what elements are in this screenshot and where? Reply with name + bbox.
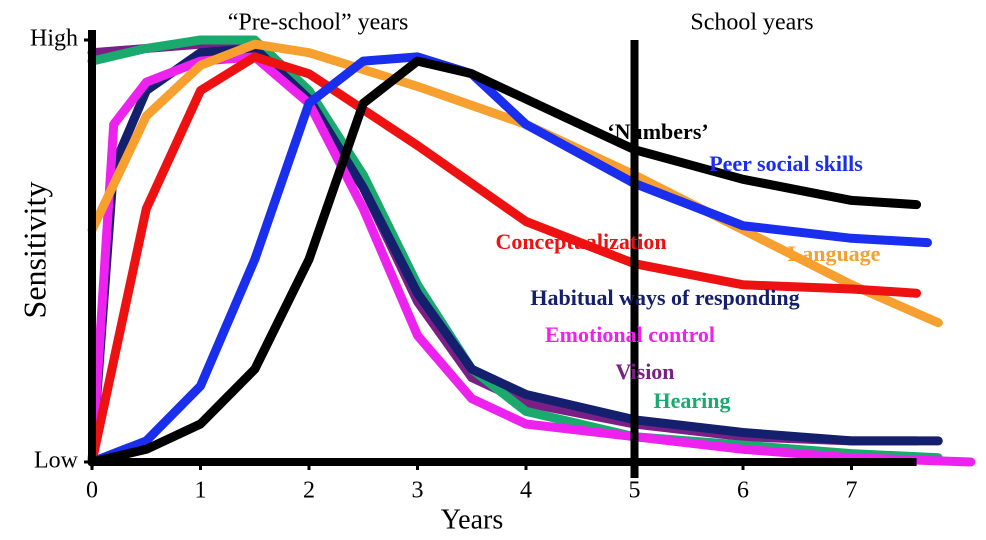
series-label: Peer social skills <box>709 151 863 176</box>
series-line <box>87 52 922 467</box>
series-line <box>87 43 943 467</box>
series-label: Vision <box>615 359 674 384</box>
x-tick-label: 7 <box>846 478 858 504</box>
x-tick-label: 1 <box>195 478 207 504</box>
x-tick-label: 2 <box>303 478 315 504</box>
series-label: Habitual ways of responding <box>530 285 799 310</box>
series-label: Emotional control <box>545 322 715 347</box>
series-line <box>87 39 943 328</box>
x-tick-label: 3 <box>412 478 424 504</box>
series-label: Hearing <box>654 388 731 413</box>
series-label: Language <box>788 241 881 266</box>
x-axis-label: Years <box>441 504 504 535</box>
x-tick-label: 0 <box>86 478 98 504</box>
y-axis-label: Sensitivity <box>16 182 52 319</box>
series-label: ‘Numbers’ <box>607 119 708 144</box>
annotation: School years <box>690 10 813 36</box>
series-line <box>87 56 922 467</box>
x-tick-label: 5 <box>629 478 641 504</box>
x-tick-label: 6 <box>737 478 749 504</box>
y-tick-label: High <box>30 26 78 52</box>
series-label: Conceptualization <box>495 229 666 254</box>
x-tick-label: 4 <box>520 478 532 504</box>
annotation: “Pre-school” years <box>228 10 409 36</box>
y-tick-label: Low <box>34 448 79 474</box>
series-line <box>87 52 976 467</box>
